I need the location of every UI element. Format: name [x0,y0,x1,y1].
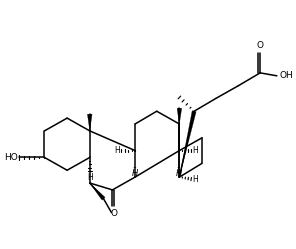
Polygon shape [177,108,182,124]
Polygon shape [90,183,105,200]
Text: O: O [110,209,118,218]
Text: H: H [114,146,120,155]
Text: OH: OH [279,71,293,80]
Polygon shape [179,111,196,177]
Polygon shape [87,114,92,131]
Text: H: H [193,175,198,184]
Text: H: H [87,173,93,182]
Text: $\bar{H}$: $\bar{H}$ [175,166,184,179]
Text: O: O [257,41,264,50]
Text: HO: HO [4,153,17,162]
Text: $\bar{H}$: $\bar{H}$ [131,166,139,179]
Text: H: H [193,146,198,155]
